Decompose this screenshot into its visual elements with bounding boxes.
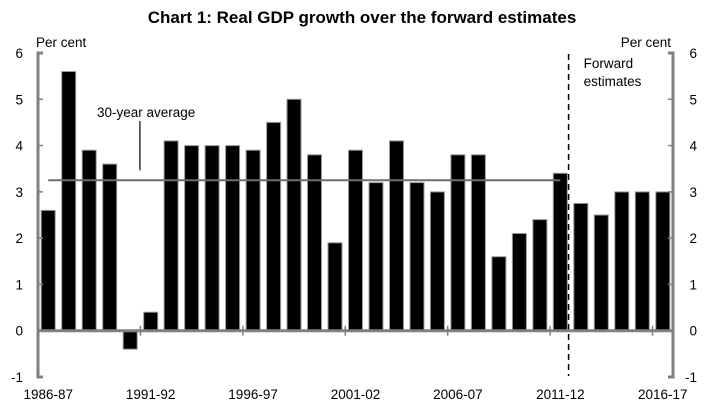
right-y-tick-label: 6 xyxy=(689,46,697,61)
chart-title: Chart 1: Real GDP growth over the forwar… xyxy=(148,8,577,27)
bar-2005-06 xyxy=(429,191,445,332)
x-tick-label: 2006-07 xyxy=(433,387,483,402)
right-y-axis xyxy=(668,51,675,379)
bar-2000-01 xyxy=(327,242,343,332)
bar-1993-94 xyxy=(184,145,200,332)
left-y-tick-label: 3 xyxy=(15,185,23,200)
bar-2013-14 xyxy=(593,214,609,332)
x-tick-label: 2016-17 xyxy=(638,387,688,402)
forward-estimates-label-line2: estimates xyxy=(584,74,642,89)
average-label: 30-year average xyxy=(97,105,195,120)
right-y-tick-label: -1 xyxy=(685,370,697,385)
bar-1989-90 xyxy=(102,163,118,332)
bar-1990-91 xyxy=(122,330,138,350)
bar-2001-02 xyxy=(348,149,363,332)
bar-2014-15 xyxy=(614,191,630,332)
right-y-tick-label: 0 xyxy=(689,324,697,339)
forward-estimates-label-line1: Forward xyxy=(584,56,634,71)
bar-1988-89 xyxy=(81,149,97,332)
bar-2002-03 xyxy=(368,182,384,332)
right-y-tick-label: 5 xyxy=(689,92,697,107)
bars-group xyxy=(40,71,671,350)
left-y-tick-label: 0 xyxy=(15,324,23,339)
bar-2015-16 xyxy=(634,191,650,332)
right-y-tick-label: 3 xyxy=(689,185,697,200)
x-ticks-group: 1986-87 1991-92 1996-97 2001-02 2006-07 2011-… xyxy=(23,325,688,402)
bar-2004-05 xyxy=(409,182,425,332)
bar-2011-12 xyxy=(552,172,568,332)
bar-2008-09 xyxy=(491,256,507,332)
bar-1997-98 xyxy=(266,121,282,332)
bar-1998-99 xyxy=(286,98,302,332)
x-tick-label: 1991-92 xyxy=(126,387,176,402)
bar-1994-95 xyxy=(204,145,220,332)
bar-2012-13 xyxy=(573,202,589,332)
left-axis-unit-label: Per cent xyxy=(36,35,87,50)
bar-2010-11 xyxy=(532,219,548,332)
bar-1991-92 xyxy=(143,311,159,332)
bar-1996-97 xyxy=(245,149,261,332)
bar-2009-10 xyxy=(511,233,527,332)
right-axis-unit-label: Per cent xyxy=(621,35,672,50)
x-tick-label: 2011-12 xyxy=(536,387,585,402)
left-y-tick-label: 1 xyxy=(15,277,23,292)
bar-1987-88 xyxy=(61,71,77,332)
y-ticks-group: -1 -1 0 0 1 1 2 2 3 3 4 4 5 5 6 6 xyxy=(11,46,698,385)
left-y-tick-label: 2 xyxy=(15,231,23,246)
right-y-tick-label: 4 xyxy=(689,139,697,154)
x-tick-label: 2001-02 xyxy=(331,387,381,402)
bar-1995-96 xyxy=(225,145,241,332)
bar-2003-04 xyxy=(389,140,404,332)
x-tick-label: 1986-87 xyxy=(23,387,73,402)
bar-2016-17 xyxy=(655,191,671,332)
right-y-tick-label: 1 xyxy=(689,277,697,292)
left-y-tick-label: 6 xyxy=(15,46,23,61)
bar-1992-93 xyxy=(163,140,179,332)
x-tick-label: 1996-97 xyxy=(228,387,278,402)
left-y-tick-label: 4 xyxy=(15,139,23,154)
right-y-tick-label: 2 xyxy=(689,231,697,246)
bar-1986-87 xyxy=(40,209,56,332)
left-y-axis xyxy=(36,51,43,379)
left-y-tick-label: 5 xyxy=(15,92,23,107)
left-y-tick-label: -1 xyxy=(11,370,23,385)
